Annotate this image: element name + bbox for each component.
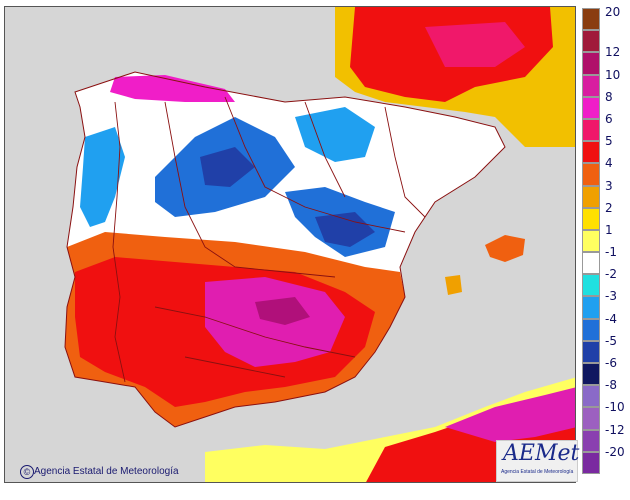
legend-swatch bbox=[582, 363, 600, 386]
legend-label: 12 bbox=[605, 45, 621, 60]
legend-label: 8 bbox=[605, 89, 613, 104]
logo-subtext: Agencia Estatal de Meteorología bbox=[501, 469, 574, 475]
legend-label: -3 bbox=[605, 289, 617, 304]
legend-swatch bbox=[582, 74, 600, 97]
legend-swatch bbox=[582, 252, 600, 275]
legend-label: 4 bbox=[605, 156, 613, 171]
aemet-logo: AEMet Agencia Estatal de Meteorología bbox=[496, 440, 580, 482]
south-purple-core bbox=[255, 297, 310, 325]
legend-label: -4 bbox=[605, 311, 617, 326]
legend-label: 3 bbox=[605, 178, 613, 193]
legend-label: 5 bbox=[605, 134, 613, 149]
copyright-icon: © bbox=[20, 465, 34, 479]
france-pink bbox=[425, 22, 525, 67]
logo-text: AEMet bbox=[503, 441, 580, 466]
legend-label: -2 bbox=[605, 267, 617, 282]
map-svg bbox=[5, 7, 575, 482]
balearic-islands bbox=[485, 235, 525, 262]
legend-swatch bbox=[582, 30, 600, 53]
color-legend bbox=[582, 8, 600, 474]
temperature-anomaly-map bbox=[4, 6, 576, 483]
legend-label: -12 bbox=[605, 422, 625, 437]
legend-swatch bbox=[582, 185, 600, 208]
legend-label: -1 bbox=[605, 245, 617, 260]
legend-swatch bbox=[582, 8, 600, 31]
legend-swatch bbox=[582, 274, 600, 297]
iberia-coastline bbox=[64, 71, 506, 428]
map-credit: Agencia Estatal de Meteorología bbox=[34, 466, 179, 477]
north-cold-core bbox=[200, 147, 255, 187]
legend-label: -5 bbox=[605, 333, 617, 348]
northwest-cold bbox=[80, 127, 125, 227]
legend-swatch bbox=[582, 229, 600, 253]
north-africa-magenta bbox=[445, 387, 575, 442]
legend-label: -20 bbox=[605, 444, 625, 459]
legend-swatch bbox=[582, 318, 600, 341]
east-cold-core bbox=[315, 212, 375, 247]
northeast-cold bbox=[295, 107, 375, 162]
legend-label: -8 bbox=[605, 378, 617, 393]
legend-swatch bbox=[582, 96, 600, 119]
legend-swatch bbox=[582, 385, 600, 408]
balearic-small bbox=[445, 275, 462, 295]
legend-swatch bbox=[582, 429, 600, 452]
legend-swatch bbox=[582, 451, 600, 474]
legend-swatch bbox=[582, 207, 600, 230]
legend-swatch bbox=[582, 52, 600, 75]
legend-label: 2 bbox=[605, 200, 613, 215]
north-coast-hot bbox=[110, 75, 235, 102]
legend-swatch bbox=[582, 163, 600, 186]
legend-swatch bbox=[582, 141, 600, 164]
legend-label: 20 bbox=[605, 5, 621, 19]
legend-label: -10 bbox=[605, 400, 625, 415]
legend-swatch bbox=[582, 340, 600, 364]
legend-swatch bbox=[582, 118, 600, 142]
admin-borders bbox=[112, 96, 426, 383]
legend-label: 6 bbox=[605, 111, 613, 126]
legend-label: -6 bbox=[605, 356, 617, 371]
legend-label: 1 bbox=[605, 222, 613, 237]
legend-label: 10 bbox=[605, 67, 621, 82]
legend-swatch bbox=[582, 296, 600, 319]
legend-swatch bbox=[582, 407, 600, 430]
